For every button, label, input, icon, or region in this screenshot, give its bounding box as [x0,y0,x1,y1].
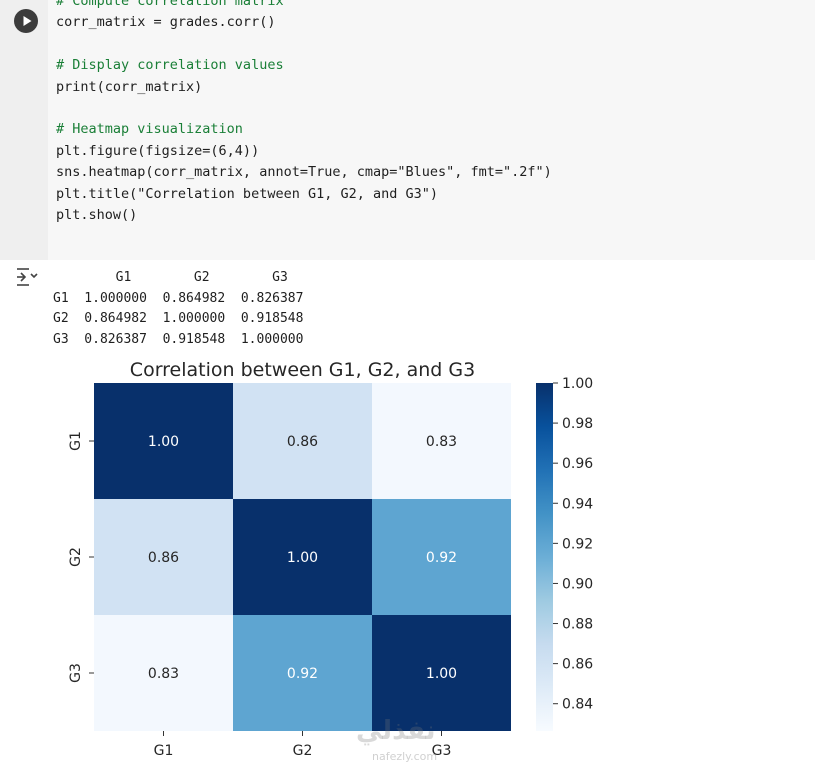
code-line: sns.heatmap(corr_matrix, annot=True, cma… [56,164,552,181]
code-line: # Display correlation values [56,57,284,74]
code-line: plt.title("Correlation between G1, G2, a… [56,185,439,202]
code-line: plt.figure(figsize=(6,4)) [56,142,260,159]
output-line: G3 0.826387 0.918548 1.000000 [53,331,304,347]
colorbar-tick-label: 1.00 [562,376,593,392]
heatmap-cell [94,383,233,499]
output-toggle-icon[interactable] [15,266,39,288]
colorbar-tick-label: 0.90 [562,576,593,592]
heatmap-cell [94,499,233,615]
y-tick-label: G3 [68,663,84,683]
correlation-heatmap: Correlation between G1, G2, and G3 1.00 0.… [68,359,593,759]
heatmap-cell [233,383,372,499]
heatmap-cell [372,615,511,731]
cell-annotation: 0.92 [426,550,457,566]
y-tick-label: G1 [68,431,84,451]
code-line: # Heatmap visualization [56,121,243,138]
cell-annotation: 0.86 [148,550,179,566]
code-text[interactable]: # Compute correlation matrix corr_matrix… [56,0,552,226]
watermark-url: nafezly.com [372,750,438,763]
heatmap-cell [233,499,372,615]
heatmap-cell [94,615,233,731]
code-line: corr_matrix = grades.corr() [56,14,276,31]
code-line: print(corr_matrix) [56,78,203,95]
colorbar-tick-label: 0.92 [562,536,593,552]
code-line: # Compute correlation matrix [56,0,284,9]
cell-annotation: 1.00 [287,550,318,566]
colorbar-tick-label: 0.96 [562,456,593,472]
printed-output: G1 G2 G3 G1 1.000000 0.864982 0.826387 G… [53,268,303,350]
heatmap-cell [372,499,511,615]
x-tick-label: G2 [293,743,313,759]
chart-title: Correlation between G1, G2, and G3 [130,359,475,381]
colorbar-tick-label: 0.94 [562,496,593,512]
x-tick-label: G1 [154,743,174,759]
x-tick-label: G3 [432,743,452,759]
cell-annotation: 1.00 [426,666,457,682]
cell-annotation: 0.86 [287,434,318,450]
cell-annotation: 0.83 [426,434,457,450]
heatmap-cell [372,383,511,499]
colorbar-tick-label: 0.98 [562,416,593,432]
output-line: G1 1.000000 0.864982 0.826387 [53,290,304,306]
run-cell-button[interactable] [14,9,38,33]
heatmap-cell [233,615,372,731]
colorbar-tick-label: 0.84 [562,697,593,713]
watermark-logo: نفذلي [356,716,436,746]
y-tick-label: G2 [68,547,84,567]
colorbar-tick-label: 0.88 [562,617,593,633]
code-cell[interactable]: # Compute correlation matrix corr_matrix… [0,0,815,260]
colorbar-tick-label: 0.86 [562,657,593,673]
code-line: plt.show() [56,207,138,224]
cell-gutter [0,0,48,260]
cell-annotation: 0.92 [287,666,318,682]
output-line: G1 G2 G3 [53,270,288,285]
code-editor[interactable] [48,0,815,260]
output-line: G2 0.864982 1.000000 0.918548 [53,311,304,327]
cell-annotation: 1.00 [148,434,179,450]
cell-annotation: 0.83 [148,666,179,682]
colorbar [536,383,553,731]
play-icon [23,16,32,26]
